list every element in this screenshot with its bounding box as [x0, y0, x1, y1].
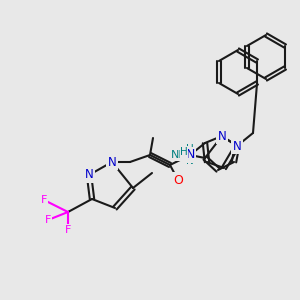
- Text: F: F: [41, 195, 47, 205]
- Text: F: F: [65, 225, 71, 235]
- Text: N: N: [218, 130, 226, 142]
- Text: N: N: [232, 140, 242, 152]
- Text: NH: NH: [171, 150, 188, 160]
- Text: N: N: [185, 148, 195, 161]
- Text: N: N: [108, 155, 116, 169]
- Text: H: H: [180, 147, 188, 157]
- Text: F: F: [45, 215, 51, 225]
- Text: O: O: [173, 173, 183, 187]
- Text: H
N: H N: [186, 144, 194, 166]
- Text: H
N: H N: [186, 144, 194, 166]
- Text: N: N: [85, 169, 93, 182]
